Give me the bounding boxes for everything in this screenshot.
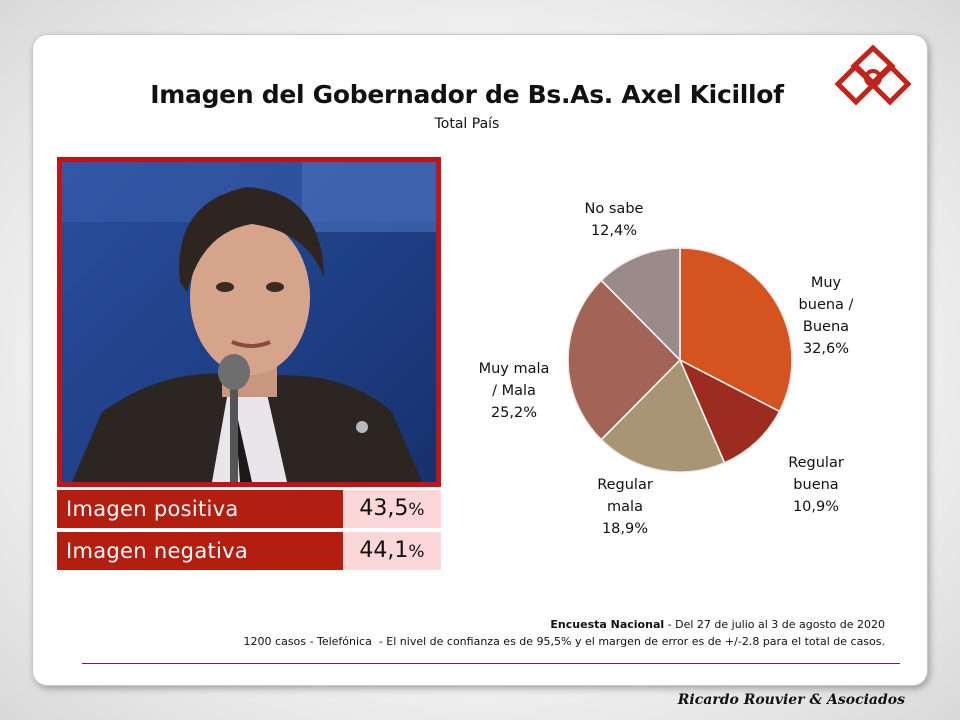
- slice-label-line: buena /: [798, 297, 854, 313]
- portrait-illustration: [62, 162, 436, 482]
- method-note: 1200 casos - Telefónica - El nivel de co…: [243, 635, 885, 648]
- slice-value: 10,9%: [792, 499, 840, 515]
- slice-value: 18,9%: [601, 521, 649, 537]
- survey-note: Encuesta Nacional - Del 27 de julio al 3…: [550, 618, 885, 631]
- slice-label-line: mala: [607, 499, 643, 515]
- slice-value: 32,6%: [802, 341, 850, 357]
- stat-row-negative: Imagen negativa 44,1%: [57, 532, 441, 570]
- page-subtitle: Total País: [434, 116, 500, 132]
- brand-name: Ricardo Rouvier & Asociados: [677, 692, 905, 708]
- pie-slice-label: Muy mala / Mala 25,2%: [464, 358, 564, 424]
- divider: [82, 663, 900, 664]
- stat-row-positive: Imagen positiva 43,5%: [57, 490, 441, 528]
- slice-label-line: Regular: [788, 455, 844, 471]
- slice-label-line: / Mala: [492, 383, 536, 399]
- slice-value: 25,2%: [490, 405, 538, 421]
- pie-slice-label: Regular buena 10,9%: [766, 452, 866, 518]
- slice-label-line: Muy: [810, 275, 842, 291]
- slice-label-line: Muy mala: [478, 361, 550, 377]
- pie-slice-label: Muy buena / Buena 32,6%: [776, 272, 876, 360]
- slice-label-line: No sabe: [584, 201, 644, 217]
- stat-value: 44,1%: [343, 532, 441, 570]
- stat-label: Imagen negativa: [57, 532, 343, 570]
- slice-label-line: Buena: [802, 319, 850, 335]
- stat-label: Imagen positiva: [57, 490, 343, 528]
- slice-label-line: buena: [793, 477, 839, 493]
- governor-photo: [57, 157, 441, 487]
- pie-slice-label: No sabe 12,4%: [564, 198, 664, 242]
- stat-value: 43,5%: [343, 490, 441, 528]
- slice-label-line: Regular: [597, 477, 653, 493]
- pie-slice-label: Regular mala 18,9%: [575, 474, 675, 540]
- page-title: Imagen del Gobernador de Bs.As. Axel Kic…: [150, 80, 784, 109]
- brand-logo-icon: [834, 44, 912, 106]
- slice-value: 12,4%: [590, 223, 638, 239]
